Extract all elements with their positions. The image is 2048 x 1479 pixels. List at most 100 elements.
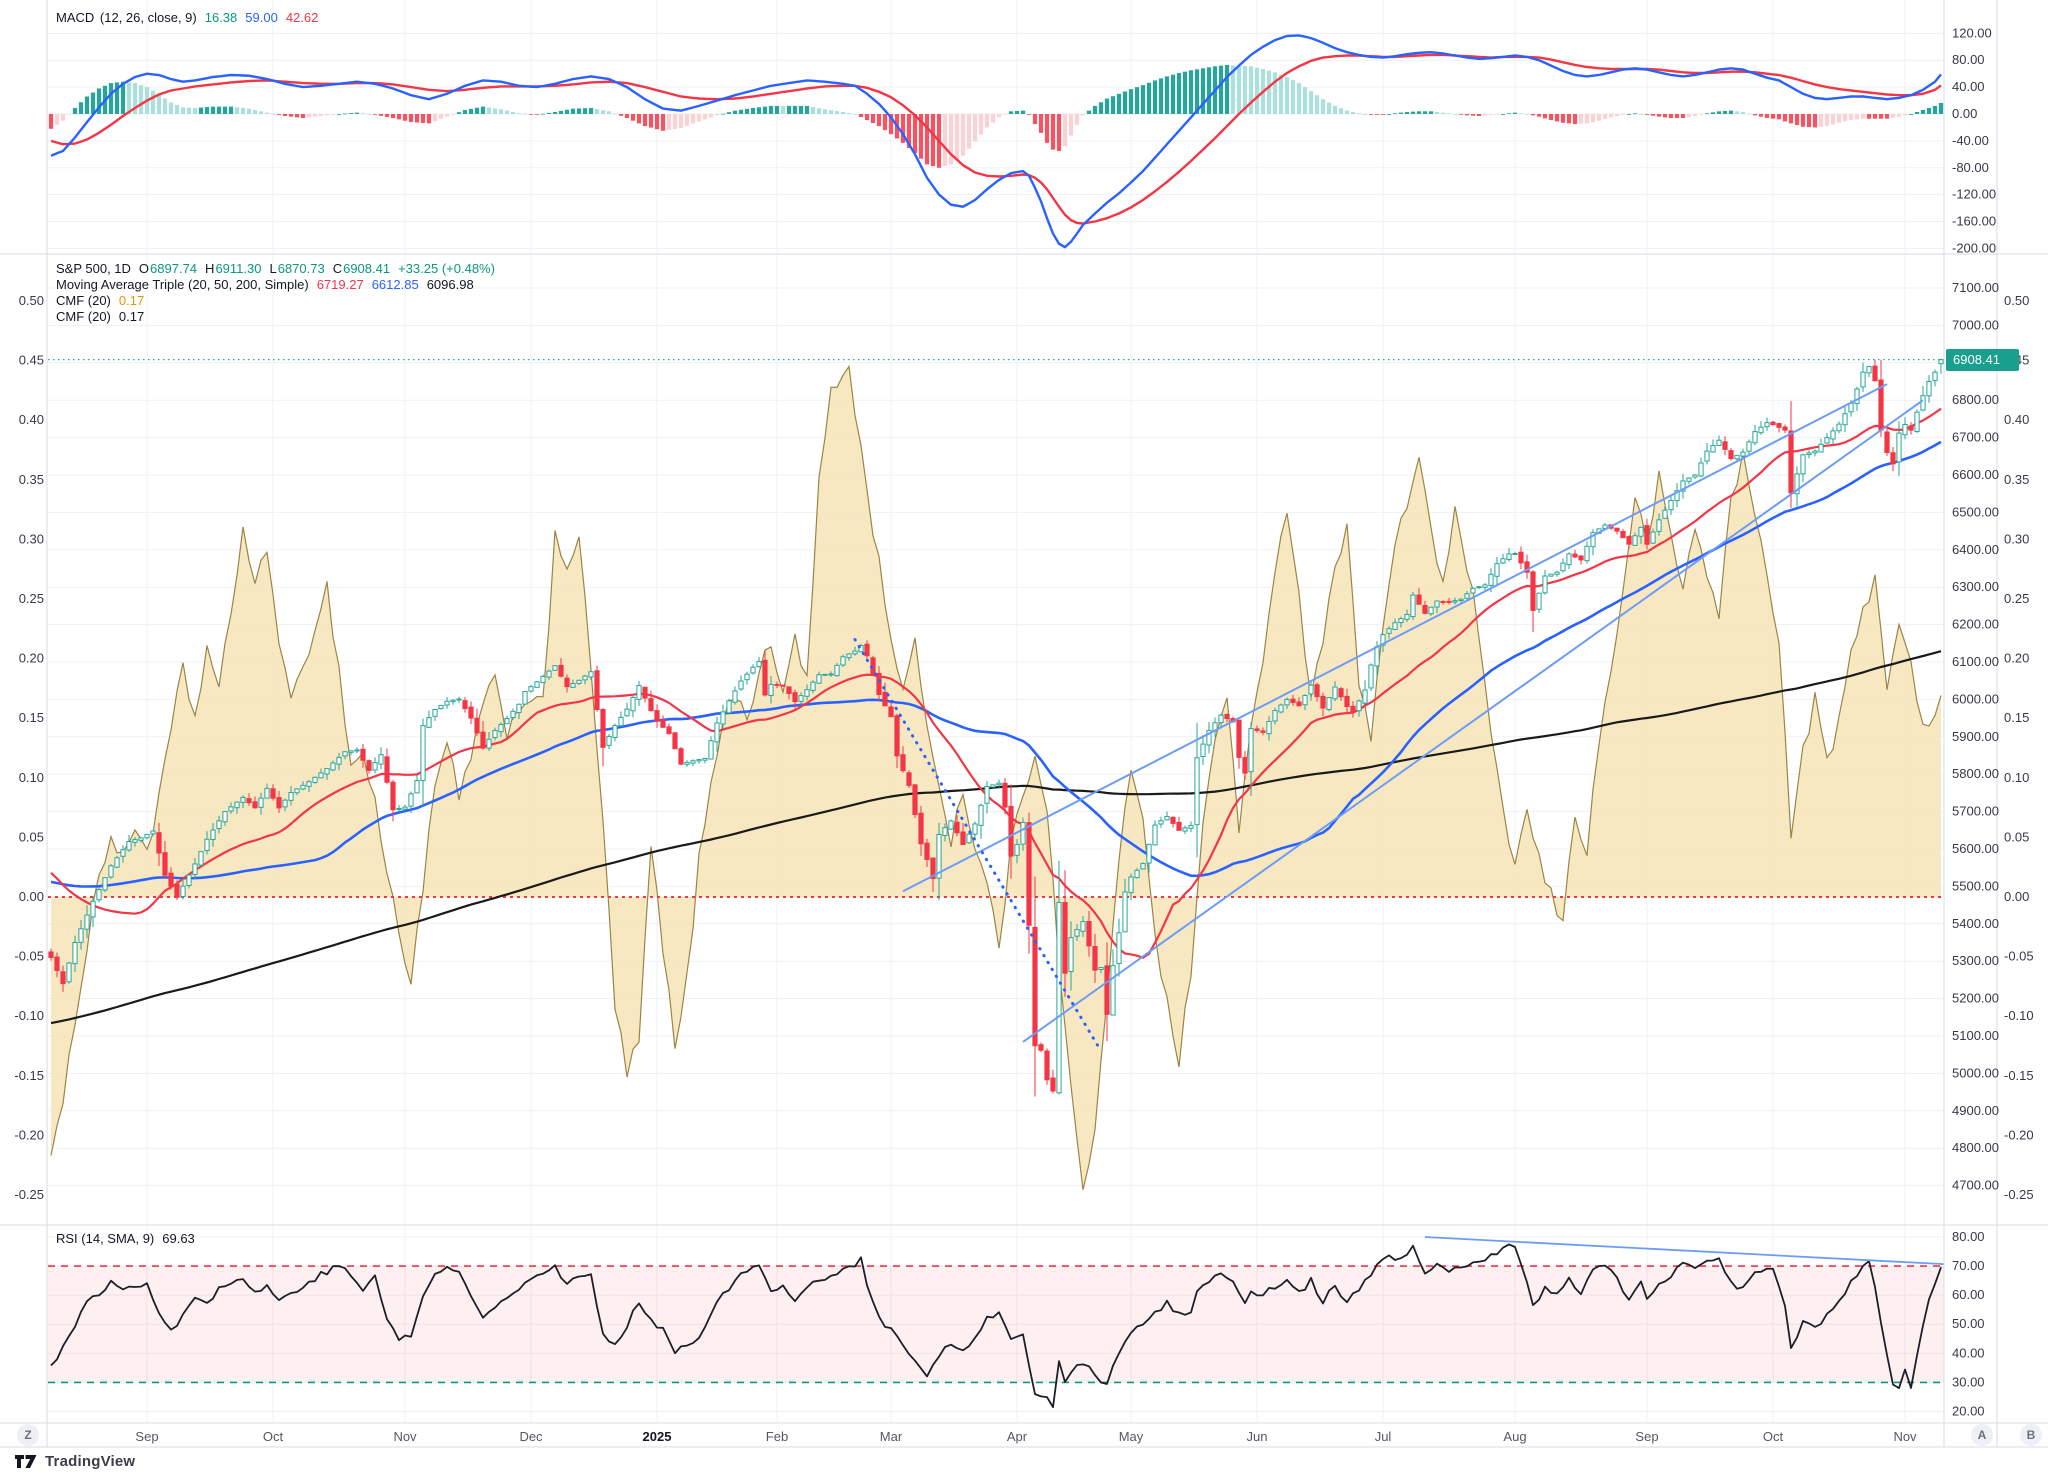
axis-tick-label: 0.50 bbox=[19, 293, 44, 308]
axis-tick-label: 40.00 bbox=[1952, 79, 1985, 94]
axis-tick-label: 0.00 bbox=[1952, 106, 1977, 121]
axis-tick-label: 0.15 bbox=[2004, 710, 2029, 725]
ma50-value: 6612.85 bbox=[371, 277, 419, 292]
axis-tick-label: 6800.00 bbox=[1952, 392, 1999, 407]
brand-name[interactable]: TradingView bbox=[45, 1453, 136, 1470]
axis-tick-label: 5800.00 bbox=[1952, 766, 1999, 781]
price-panel bbox=[48, 358, 1944, 1190]
axis-tick-label: 7100.00 bbox=[1952, 280, 1999, 295]
trendline bbox=[853, 638, 1103, 1053]
axis-tick-label: 0.20 bbox=[2004, 651, 2029, 666]
time-axis-label-apr: Apr bbox=[1006, 1429, 1028, 1444]
symbol-legend-row[interactable]: S&P 500, 1D O 6897.74 H 6911.30 L 6870.73 C… bbox=[56, 261, 495, 276]
ma50-line bbox=[50, 440, 1942, 888]
time-axis-label-nov: Nov bbox=[393, 1429, 417, 1444]
macd-legend-row[interactable]: MACD (12, 26, close, 9) 16.38 59.00 42.6… bbox=[56, 10, 318, 25]
axis-tick-label: -0.25 bbox=[14, 1187, 44, 1202]
macd-line-value: 59.00 bbox=[245, 10, 278, 25]
axis-tick-label: 30.00 bbox=[1952, 1374, 1985, 1389]
axis-tick-label: 0.40 bbox=[19, 412, 44, 427]
axis-tick-label: 7000.00 bbox=[1952, 317, 1999, 332]
axis-tick-label: -120.00 bbox=[1952, 187, 1996, 202]
axis-tick-label: 0.05 bbox=[19, 829, 44, 844]
axis-tick-label: 5600.00 bbox=[1952, 841, 1999, 856]
axis-tick-label: 0.25 bbox=[19, 591, 44, 606]
ma20-line bbox=[50, 407, 1942, 960]
axis-tick-label: 0.05 bbox=[2004, 829, 2029, 844]
trendline bbox=[902, 383, 1888, 893]
time-axis-label-may: May bbox=[1118, 1429, 1144, 1444]
close-value: 6908.41 bbox=[343, 261, 391, 276]
cmf1-value: 0.17 bbox=[118, 293, 145, 308]
axis-tick-label: 6000.00 bbox=[1952, 691, 1999, 706]
axis-tick-label: -0.10 bbox=[2004, 1008, 2034, 1023]
time-axis-label-sep: Sep bbox=[135, 1429, 159, 1444]
axis-tick-label: -0.05 bbox=[2004, 949, 2034, 964]
cmf-legend-row-1[interactable]: CMF (20) 0.17 bbox=[56, 293, 495, 308]
axis-tick-label: 6300.00 bbox=[1952, 579, 1999, 594]
axis-tick-label: 4800.00 bbox=[1952, 1140, 1999, 1155]
axis-tick-label: -80.00 bbox=[1952, 160, 1989, 175]
axis-tick-label: 0.00 bbox=[19, 889, 44, 904]
rsi-panel bbox=[48, 1236, 1944, 1408]
time-axis-label-aug: Aug bbox=[1503, 1429, 1527, 1444]
axis-tick-label: -160.00 bbox=[1952, 214, 1996, 229]
time-axis-label-feb: Feb bbox=[765, 1429, 789, 1444]
axis-tick-label: -40.00 bbox=[1952, 133, 1989, 148]
cmf-outline bbox=[50, 364, 1942, 1190]
axis-tick-label: 6400.00 bbox=[1952, 542, 1999, 557]
axis-tick-label: -0.20 bbox=[14, 1127, 44, 1142]
axis-tick-label: 0.30 bbox=[2004, 531, 2029, 546]
axis-tick-label: 120.00 bbox=[1952, 25, 1992, 40]
open-label: O bbox=[138, 261, 150, 276]
scale-a-button[interactable]: A bbox=[1971, 1424, 1993, 1446]
panel-separators bbox=[0, 0, 2048, 1448]
axis-tick-label: 0.35 bbox=[2004, 472, 2029, 487]
axis-tick-label: 80.00 bbox=[1952, 52, 1985, 67]
macd-params: (12, 26, close, 9) bbox=[99, 10, 197, 25]
timezone-button[interactable]: Z bbox=[17, 1424, 39, 1446]
axis-tick-label: 5500.00 bbox=[1952, 878, 1999, 893]
axis-tick-label: 40.00 bbox=[1952, 1345, 1985, 1360]
axis-tick-label: 4700.00 bbox=[1952, 1178, 1999, 1193]
last-price-badge: 6908.41 bbox=[1946, 348, 2019, 371]
scale-b-button[interactable]: B bbox=[2020, 1424, 2042, 1446]
candles bbox=[48, 358, 1944, 1097]
tradingview-logo-icon[interactable] bbox=[14, 1452, 39, 1471]
high-label: H bbox=[205, 261, 215, 276]
axis-tick-label: 80.00 bbox=[1952, 1229, 1985, 1244]
ma200-line bbox=[50, 650, 1942, 1025]
axis-tick-label: 5100.00 bbox=[1952, 1028, 1999, 1043]
axis-tick-label: 70.00 bbox=[1952, 1258, 1985, 1273]
macd-legend: MACD (12, 26, close, 9) 16.38 59.00 42.6… bbox=[56, 10, 318, 26]
price-scale[interactable] bbox=[1944, 0, 1997, 1423]
right-cmf-scale[interactable] bbox=[1997, 0, 2048, 1423]
low-value: 6870.73 bbox=[277, 261, 325, 276]
axis-tick-label: 6700.00 bbox=[1952, 430, 1999, 445]
axis-tick-label: 20.00 bbox=[1952, 1403, 1985, 1418]
rsi-legend-row[interactable]: RSI (14, SMA, 9) 69.63 bbox=[56, 1231, 195, 1246]
time-axis-label-nov: Nov bbox=[1893, 1429, 1917, 1444]
time-scale[interactable] bbox=[47, 1423, 1944, 1447]
ma-triple-legend-row[interactable]: Moving Average Triple (20, 50, 200, Simp… bbox=[56, 277, 495, 292]
symbol-name: S&P 500, 1D bbox=[56, 261, 131, 276]
axis-tick-label: 5900.00 bbox=[1952, 729, 1999, 744]
main-legend: S&P 500, 1D O 6897.74 H 6911.30 L 6870.73 C… bbox=[56, 261, 495, 325]
macd-title: MACD bbox=[56, 10, 95, 25]
axis-tick-label: 0.25 bbox=[2004, 591, 2029, 606]
axis-tick-label: 5000.00 bbox=[1952, 1065, 1999, 1080]
rsi-legend: RSI (14, SMA, 9) 69.63 bbox=[56, 1231, 195, 1247]
time-axis-label-jun: Jun bbox=[1246, 1429, 1268, 1444]
axis-tick-label: -0.15 bbox=[2004, 1068, 2034, 1083]
axis-tick-label: 0.35 bbox=[19, 472, 44, 487]
axis-tick-label: 0.50 bbox=[2004, 293, 2029, 308]
axis-tick-label: 5300.00 bbox=[1952, 953, 1999, 968]
rsi-title: RSI (14, SMA, 9) bbox=[56, 1231, 155, 1246]
left-cmf-scale[interactable] bbox=[0, 0, 47, 1423]
cmf-legend-row-2[interactable]: CMF (20) 0.17 bbox=[56, 309, 495, 324]
rsi-trendline bbox=[1424, 1236, 1944, 1266]
axis-tick-label: -200.00 bbox=[1952, 240, 1996, 255]
rsi-line bbox=[50, 1243, 1942, 1408]
